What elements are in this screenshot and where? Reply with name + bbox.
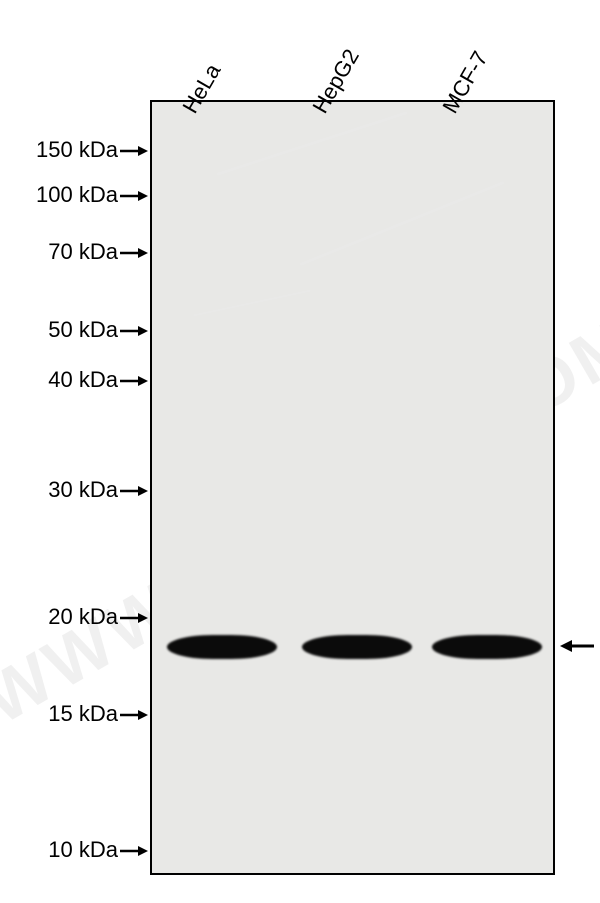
mw-marker-text: 15 kDa [48,701,118,726]
blot-membrane [150,100,555,875]
arrow-right-icon [120,189,148,203]
mw-marker-text: 70 kDa [48,239,118,264]
protein-band [302,635,412,659]
texture-scratch [193,290,311,317]
mw-marker-text: 100 kDa [36,182,118,207]
mw-marker-text: 30 kDa [48,477,118,502]
mw-marker-label: 150 kDa [36,137,148,163]
mw-marker-text: 20 kDa [48,604,118,629]
arrow-right-icon [120,484,148,498]
mw-marker-text: 40 kDa [48,367,118,392]
mw-marker-label: 50 kDa [48,317,148,343]
mw-marker-label: 10 kDa [48,837,148,863]
mw-marker-label: 30 kDa [48,477,148,503]
figure-canvas: WWW.PTGLAB.COM HeLaHepG2MCF-7150 kDa100 … [0,0,600,903]
mw-marker-text: 50 kDa [48,317,118,342]
arrow-right-icon [120,611,148,625]
mw-marker-label: 20 kDa [48,604,148,630]
mw-marker-text: 10 kDa [48,837,118,862]
arrow-right-icon [120,708,148,722]
mw-marker-text: 150 kDa [36,137,118,162]
arrow-right-icon [120,844,148,858]
target-band-arrow [560,636,596,661]
arrow-right-icon [120,324,148,338]
arrow-right-icon [120,374,148,388]
mw-marker-label: 70 kDa [48,239,148,265]
protein-band [167,635,277,659]
arrow-left-icon [560,636,596,656]
protein-band [432,635,542,659]
mw-marker-label: 40 kDa [48,367,148,393]
mw-marker-label: 15 kDa [48,701,148,727]
texture-scratch [216,111,407,176]
blot-membrane-inner [152,102,553,873]
mw-marker-label: 100 kDa [36,182,148,208]
arrow-right-icon [120,144,148,158]
arrow-right-icon [120,246,148,260]
texture-scratch [299,181,504,266]
